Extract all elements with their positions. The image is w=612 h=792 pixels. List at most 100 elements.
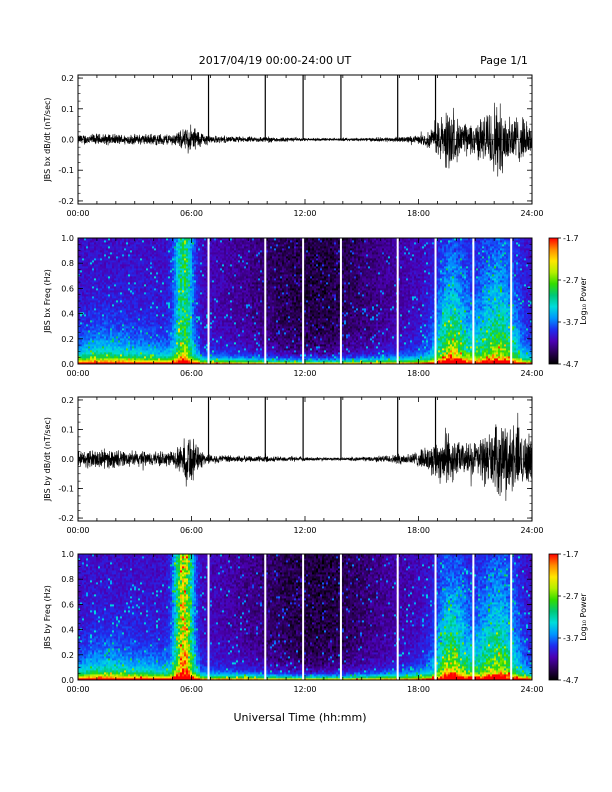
spectrogram-cell bbox=[162, 304, 165, 307]
spectrogram-cell bbox=[136, 302, 139, 305]
spectrogram-cell bbox=[144, 278, 147, 281]
spectrogram-cell bbox=[88, 332, 91, 335]
spectrogram-cell bbox=[108, 258, 111, 261]
spectrogram-cell bbox=[156, 306, 159, 309]
spectrogram-cell bbox=[126, 348, 129, 351]
spectrogram-cell bbox=[126, 284, 129, 287]
spectrogram-cell bbox=[144, 242, 147, 245]
spectrogram-cell bbox=[100, 346, 103, 349]
spectrogram-cell bbox=[94, 362, 97, 365]
spectrogram-cell bbox=[160, 340, 163, 343]
spectrogram-cell bbox=[134, 338, 137, 341]
spectrogram-cell bbox=[110, 286, 113, 289]
spectrogram-cell bbox=[90, 348, 93, 351]
spectrogram-cell bbox=[104, 356, 107, 359]
spectrogram-cell bbox=[126, 344, 129, 347]
spectrogram-cell bbox=[116, 312, 119, 315]
spectrogram-cell bbox=[130, 262, 133, 265]
spectrogram-cell bbox=[132, 254, 135, 257]
spectrogram-cell bbox=[104, 318, 107, 321]
spectrogram-cell bbox=[102, 262, 105, 265]
spectrogram-cell bbox=[104, 336, 107, 339]
spectrogram-cell bbox=[106, 294, 109, 297]
spectrogram-cell bbox=[82, 314, 85, 317]
spectrogram-cell bbox=[144, 238, 147, 241]
figure-title: 2017/04/19 00:00-24:00 UT bbox=[199, 54, 352, 67]
spectrogram-cell bbox=[92, 328, 95, 331]
spectrogram-cell bbox=[102, 242, 105, 245]
spectrogram-cell bbox=[118, 248, 121, 251]
spectrogram-cell bbox=[96, 282, 99, 285]
spectrogram-cell bbox=[90, 272, 93, 275]
spectrogram-cell bbox=[122, 338, 125, 341]
spectrogram-cell bbox=[126, 318, 129, 321]
spectrogram-cell bbox=[100, 252, 103, 255]
spectrogram-cell bbox=[78, 336, 81, 339]
spectrogram-cell bbox=[170, 358, 173, 361]
spectrogram-cell bbox=[100, 266, 103, 269]
spectrogram-cell bbox=[82, 280, 85, 283]
spectrogram-cell bbox=[168, 258, 171, 261]
spectrogram-cell bbox=[142, 352, 145, 355]
spectrogram-cell bbox=[170, 282, 173, 285]
spectrogram-cell bbox=[86, 246, 89, 249]
spectrogram-cell bbox=[126, 346, 129, 349]
spectrogram-cell bbox=[136, 254, 139, 257]
spectrogram-cell bbox=[118, 316, 121, 319]
spectrogram-cell bbox=[158, 306, 161, 309]
spectrogram-cell bbox=[126, 250, 129, 253]
spectrogram-cell bbox=[172, 270, 175, 273]
spectrogram-cell bbox=[112, 254, 115, 257]
spectrogram-cell bbox=[80, 260, 83, 263]
spectrogram-cell bbox=[88, 300, 91, 303]
spectrogram-cell bbox=[130, 314, 133, 317]
spectrogram-cell bbox=[94, 240, 97, 243]
spectrogram-cell bbox=[126, 332, 129, 335]
spectrogram-cell bbox=[100, 284, 103, 287]
spectrogram-cell bbox=[142, 288, 145, 291]
spectrogram-cell bbox=[152, 352, 155, 355]
spectrogram-cell bbox=[172, 304, 175, 307]
spectrogram-cell bbox=[110, 338, 113, 341]
spectrogram-cell bbox=[128, 320, 131, 323]
spectrogram-cell bbox=[138, 308, 141, 311]
spectrogram-cell bbox=[114, 314, 117, 317]
spectrogram-cell bbox=[108, 246, 111, 249]
spectrogram-cell bbox=[118, 252, 121, 255]
spectrogram-cell bbox=[108, 344, 111, 347]
spectrogram-cell bbox=[102, 298, 105, 301]
spectrogram-cell bbox=[134, 340, 137, 343]
spectrogram-cell bbox=[110, 282, 113, 285]
spectrogram-cell bbox=[118, 320, 121, 323]
spectrogram-cell bbox=[98, 238, 101, 241]
spectrogram-cell bbox=[144, 266, 147, 269]
spectrogram-cell bbox=[136, 258, 139, 261]
spectrogram-cell bbox=[78, 332, 81, 335]
spectrogram-cell bbox=[104, 330, 107, 333]
spectrogram-cell bbox=[162, 362, 165, 365]
spectrogram-cell bbox=[108, 294, 111, 297]
spectrogram-cell bbox=[142, 264, 145, 267]
spectrogram-cell bbox=[108, 268, 111, 271]
spectrogram-cell bbox=[96, 254, 99, 257]
spectrogram-cell bbox=[100, 258, 103, 261]
spectrogram-cell bbox=[138, 358, 141, 361]
spectrogram-cell bbox=[142, 360, 145, 363]
spectrogram-cell bbox=[96, 250, 99, 253]
spectrogram-cell bbox=[166, 278, 169, 281]
spectrogram-cell bbox=[78, 282, 81, 285]
spectrogram-cell bbox=[122, 282, 125, 285]
spectrogram-cell bbox=[96, 340, 99, 343]
spectrogram-cell bbox=[96, 258, 99, 261]
spectrogram-cell bbox=[80, 292, 83, 295]
spectrogram-cell bbox=[156, 294, 159, 297]
spectrogram-cell bbox=[150, 240, 153, 243]
spectrogram-cell bbox=[124, 350, 127, 353]
spectrogram-cell bbox=[94, 258, 97, 261]
spectrogram-cell bbox=[156, 332, 159, 335]
spectrogram-cell bbox=[156, 320, 159, 323]
spectrogram-cell bbox=[150, 286, 153, 289]
spectrogram-cell bbox=[114, 342, 117, 345]
spectrogram-cell bbox=[112, 326, 115, 329]
spectrogram-cell bbox=[88, 344, 91, 347]
